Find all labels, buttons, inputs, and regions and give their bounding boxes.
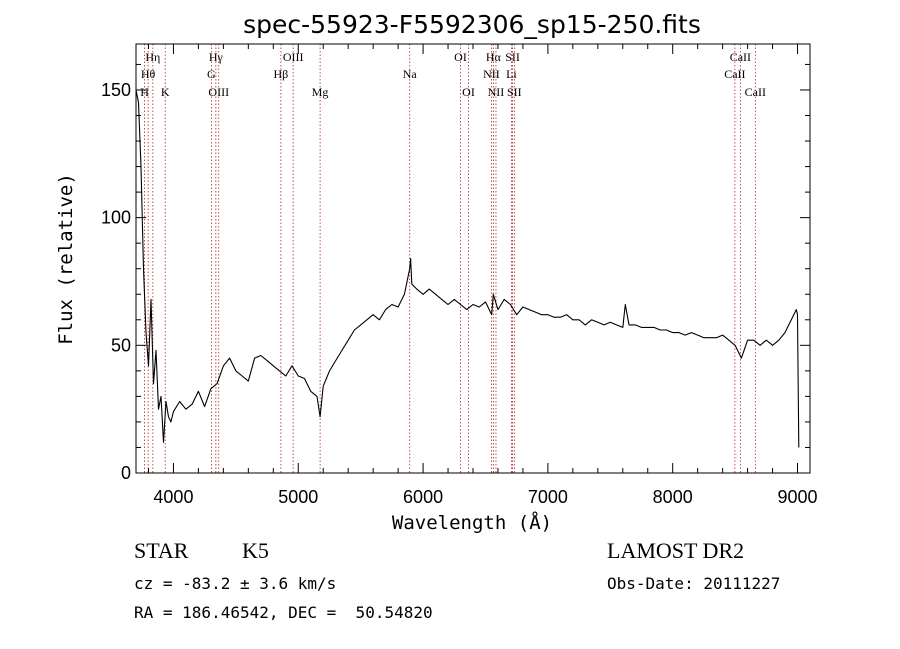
marker-label: Hβ: [274, 67, 289, 81]
redshift-text: cz = -83.2 ± 3.6 km/s: [134, 574, 337, 593]
object-class-label: STAR: [134, 538, 189, 563]
spectrum-series: [135, 89, 800, 448]
y-tick-label: 150: [101, 80, 131, 100]
x-tick-label: 4000: [153, 487, 193, 507]
x-tick-label: 8000: [653, 487, 693, 507]
marker-label: NII: [483, 67, 500, 81]
marker-label: K: [161, 85, 170, 99]
marker-label: NII: [488, 85, 505, 99]
marker-label: OIII: [208, 85, 229, 99]
marker-label: H: [140, 85, 149, 99]
y-axis-ticks: 0 50 100 150: [101, 63, 810, 483]
marker-label: Hη: [145, 50, 160, 64]
marker-label: OI: [454, 50, 467, 64]
y-tick-label: 100: [101, 208, 131, 228]
marker-label: Hθ: [141, 67, 156, 81]
x-tick-label: 7000: [528, 487, 568, 507]
marker-label: Mg: [312, 85, 329, 99]
marker-label: SII: [505, 50, 520, 64]
y-tick-label: 0: [121, 463, 131, 483]
marker-label: G: [207, 67, 216, 81]
spectrum-line: [135, 89, 800, 448]
marker-label: Hα: [486, 50, 502, 64]
marker-label: Hγ: [209, 50, 224, 64]
x-axis-label: Wavelength (Å): [392, 511, 552, 534]
chart-title: spec-55923-F5592306_sp15-250.fits: [243, 10, 701, 39]
y-axis-label: Flux (relative): [55, 173, 77, 345]
marker-label: OIII: [283, 50, 304, 64]
coordinates-text: RA = 186.46542, DEC = 50.54820: [134, 603, 433, 622]
plot-frame: [135, 43, 811, 474]
marker-label: CaII: [724, 67, 745, 81]
marker-label: CaII: [730, 50, 751, 64]
y-tick-label: 50: [111, 335, 131, 355]
marker-label: SII: [507, 85, 522, 99]
x-tick-label: 9000: [777, 487, 817, 507]
x-tick-label: 6000: [403, 487, 443, 507]
object-subclass-label: K5: [242, 538, 269, 563]
survey-label: LAMOST DR2: [607, 538, 745, 563]
marker-label: Li: [506, 67, 517, 81]
marker-label: CaII: [745, 85, 766, 99]
x-axis-ticks: 4000 5000 6000 7000 8000 9000: [147, 44, 818, 507]
marker-label: OI: [462, 85, 475, 99]
obs-date-text: Obs-Date: 20111227: [607, 574, 781, 593]
marker-label: Na: [403, 67, 418, 81]
x-tick-label: 5000: [278, 487, 318, 507]
